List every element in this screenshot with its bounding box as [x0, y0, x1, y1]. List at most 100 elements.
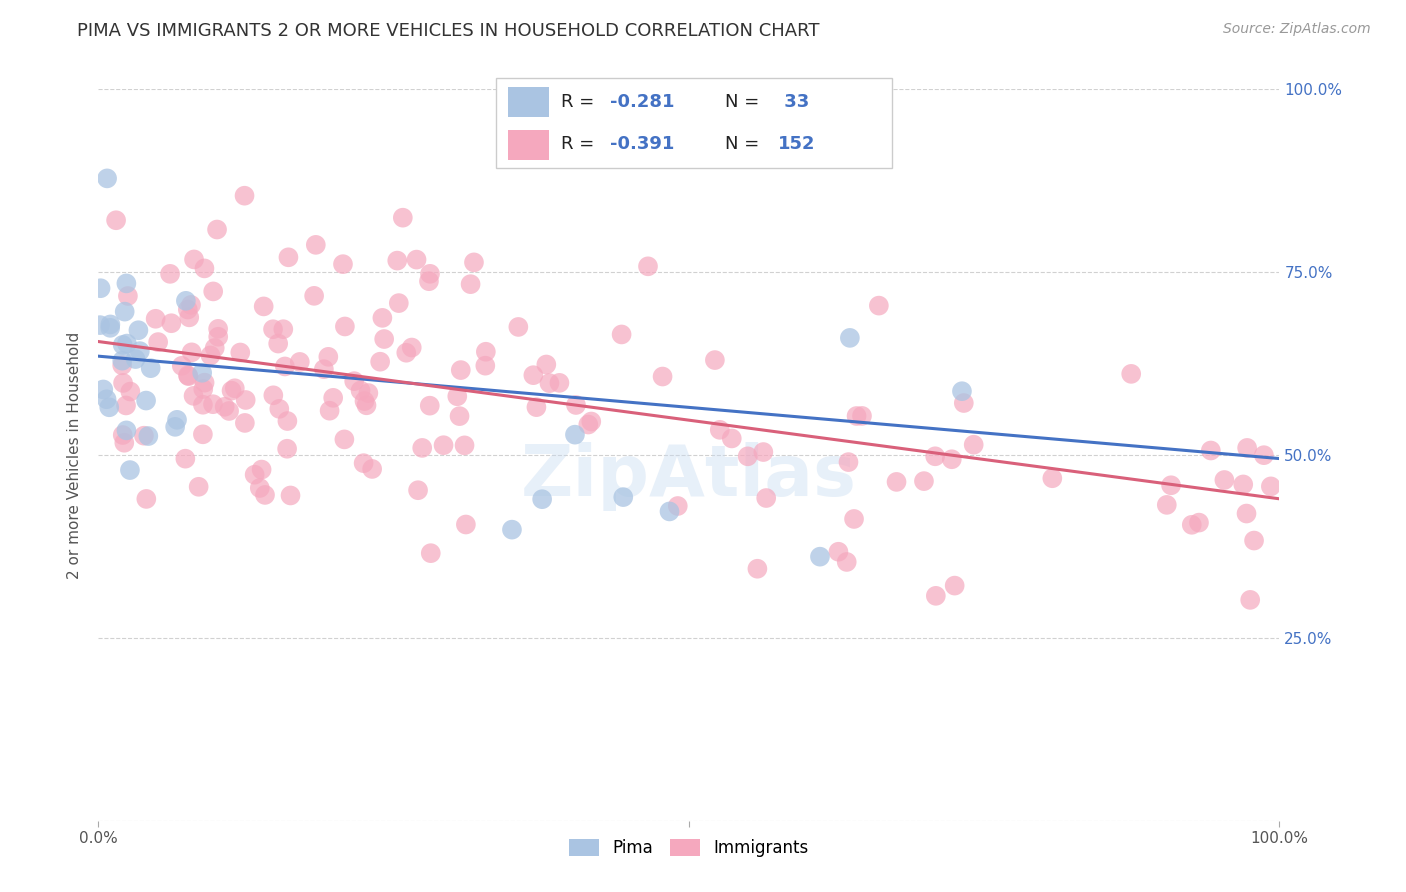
Point — [658, 504, 681, 518]
Y-axis label: 2 or more Vehicles in Household: 2 or more Vehicles in Household — [67, 331, 83, 579]
Point — [180, 298, 202, 312]
Point — [202, 397, 225, 411]
Point — [218, 404, 240, 418]
Point — [703, 353, 725, 368]
Point — [229, 345, 252, 359]
Point — [1243, 533, 1265, 548]
Point — [361, 462, 384, 476]
Point — [191, 427, 214, 442]
Point — [135, 393, 157, 408]
Point — [565, 398, 588, 412]
Text: N =: N = — [724, 136, 765, 153]
Point — [353, 394, 375, 409]
Point — [204, 341, 226, 355]
Point — [111, 338, 134, 352]
Point — [343, 374, 366, 388]
Point — [243, 467, 266, 482]
Point — [531, 492, 554, 507]
Point — [391, 211, 413, 225]
Point — [612, 490, 634, 504]
Point — [253, 488, 276, 502]
Point — [755, 491, 778, 505]
Point — [737, 450, 759, 464]
Point — [508, 320, 530, 334]
Point — [207, 330, 229, 344]
Point — [388, 296, 411, 310]
Point — [124, 352, 146, 367]
Point — [174, 451, 197, 466]
Text: ZipAtlas: ZipAtlas — [522, 442, 856, 511]
Point — [269, 401, 291, 416]
Point — [112, 435, 135, 450]
Point — [202, 285, 225, 299]
Point — [277, 250, 299, 264]
Point — [581, 415, 603, 429]
Point — [200, 348, 222, 362]
Point — [419, 546, 441, 560]
Point — [637, 260, 659, 274]
Point — [179, 310, 201, 325]
Point — [475, 344, 498, 359]
Text: R =: R = — [561, 136, 600, 153]
Point — [280, 488, 302, 502]
Point — [183, 389, 205, 403]
Point — [395, 345, 418, 359]
Point — [886, 475, 908, 489]
Point — [98, 321, 121, 335]
Point — [233, 188, 256, 202]
Point — [1156, 498, 1178, 512]
Point — [120, 384, 142, 399]
Point — [952, 396, 974, 410]
Point — [191, 398, 214, 412]
Point — [373, 332, 395, 346]
Point — [305, 237, 328, 252]
Point — [276, 442, 298, 456]
Point — [318, 350, 340, 364]
Legend: Pima, Immigrants: Pima, Immigrants — [562, 832, 815, 863]
Point — [808, 549, 831, 564]
Point — [207, 322, 229, 336]
Point — [387, 253, 409, 268]
Point — [837, 455, 859, 469]
Point — [159, 267, 181, 281]
Point — [405, 252, 427, 267]
Point — [302, 289, 325, 303]
Point — [115, 399, 138, 413]
Point — [160, 316, 183, 330]
Text: Source: ZipAtlas.com: Source: ZipAtlas.com — [1223, 22, 1371, 37]
Point — [221, 384, 243, 398]
Point — [1239, 593, 1261, 607]
Point — [98, 318, 121, 332]
Point — [165, 420, 187, 434]
Point — [288, 355, 311, 369]
Point — [1260, 479, 1282, 493]
Point — [105, 213, 128, 227]
Point — [419, 267, 441, 281]
Point — [166, 413, 188, 427]
Point — [353, 456, 375, 470]
Point — [827, 545, 849, 559]
Point — [356, 398, 378, 412]
Point — [1253, 448, 1275, 462]
Point — [1236, 441, 1258, 455]
Point — [115, 277, 138, 291]
Point — [233, 416, 256, 430]
Text: 152: 152 — [778, 136, 815, 153]
FancyBboxPatch shape — [509, 130, 550, 160]
Point — [253, 300, 276, 314]
Point — [214, 400, 236, 414]
Point — [170, 359, 193, 373]
Point — [312, 362, 335, 376]
Point — [90, 281, 112, 295]
Point — [250, 462, 273, 476]
Point — [115, 423, 138, 437]
Point — [449, 409, 471, 424]
Point — [1181, 517, 1204, 532]
Point — [943, 579, 966, 593]
Text: N =: N = — [724, 93, 765, 111]
Point — [752, 445, 775, 459]
Point — [845, 409, 868, 423]
Point — [747, 562, 769, 576]
Point — [548, 376, 571, 390]
Point — [522, 368, 544, 383]
